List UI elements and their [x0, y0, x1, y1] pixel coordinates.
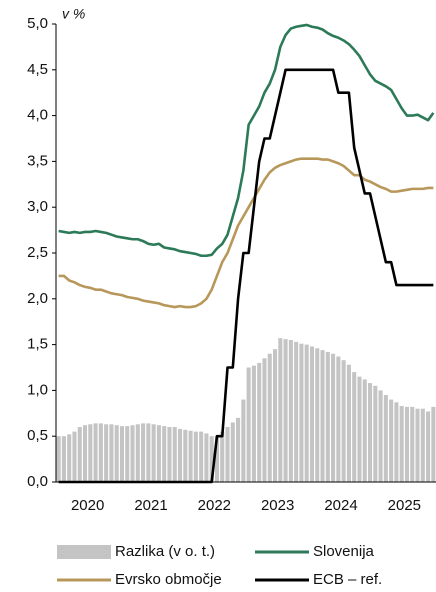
y-tick-label: 0,5 — [27, 427, 48, 444]
bar — [294, 341, 299, 482]
line — [58, 23, 435, 258]
x-tick-label: 2024 — [324, 497, 357, 514]
bar — [389, 399, 394, 482]
line — [58, 157, 434, 309]
bar — [188, 430, 193, 482]
bar — [61, 436, 66, 482]
bar — [367, 383, 373, 482]
bar — [125, 426, 130, 482]
bar — [362, 379, 367, 482]
y-tick-label: 1,5 — [27, 336, 48, 353]
bar — [177, 428, 183, 482]
bar — [98, 423, 103, 482]
x-tick-label: 2021 — [134, 497, 167, 514]
bar — [399, 405, 404, 482]
bar — [225, 427, 230, 482]
bar — [325, 351, 330, 482]
bar — [183, 429, 188, 482]
x-tick-label: 2022 — [198, 497, 231, 514]
y-tick-label: 3,5 — [27, 152, 48, 169]
y-tick-label: 5,0 — [27, 15, 48, 32]
bar — [341, 360, 346, 482]
x-tick-label: 2023 — [261, 497, 294, 514]
bar — [283, 339, 288, 482]
bar — [209, 436, 214, 482]
bar — [162, 426, 167, 482]
bar — [246, 367, 251, 482]
legend-label: Razlika (v o. t.) — [115, 543, 215, 560]
bar — [352, 372, 357, 482]
bar — [236, 417, 241, 482]
bar — [331, 353, 336, 482]
bar — [336, 356, 341, 482]
bar — [167, 427, 172, 482]
y-tick-label: 0,0 — [27, 473, 48, 490]
bar — [88, 424, 93, 482]
bar — [267, 353, 272, 482]
bar — [151, 424, 156, 482]
bar — [278, 338, 283, 482]
bar — [410, 406, 415, 482]
bar — [104, 424, 109, 482]
unit-annotation: v % — [62, 6, 85, 22]
legend-label: Slovenija — [313, 543, 375, 560]
y-tick-label: 1,0 — [27, 381, 48, 398]
bar — [288, 340, 293, 482]
legend-swatch — [57, 545, 111, 559]
x-tick-label: 2025 — [388, 497, 421, 514]
y-tick-label: 4,0 — [27, 107, 48, 124]
bar — [357, 376, 362, 482]
bar — [199, 431, 204, 482]
bar — [130, 425, 135, 482]
bar — [109, 424, 114, 482]
bar — [378, 390, 383, 482]
bar — [77, 427, 82, 482]
bar — [309, 346, 315, 482]
bar — [135, 424, 140, 482]
bar — [146, 423, 151, 482]
bar — [230, 422, 235, 482]
bar — [320, 350, 325, 482]
bar — [93, 423, 98, 482]
bar — [415, 408, 420, 482]
bar — [214, 436, 220, 482]
bar — [304, 344, 309, 482]
bar — [262, 358, 267, 482]
bar — [315, 348, 320, 482]
bar — [299, 343, 304, 482]
bar — [431, 406, 436, 482]
y-tick-label: 2,5 — [27, 244, 48, 261]
bar — [383, 394, 388, 482]
bar — [272, 349, 278, 482]
bar — [420, 408, 425, 482]
bar — [82, 425, 88, 482]
y-tick-label: 2,0 — [27, 290, 48, 307]
bar — [251, 365, 256, 482]
bar — [56, 436, 61, 482]
bar — [220, 431, 225, 482]
bar — [172, 427, 177, 482]
bar — [193, 431, 198, 482]
bar — [67, 434, 72, 482]
bar — [394, 402, 399, 482]
bar — [141, 423, 146, 482]
bar — [404, 406, 410, 482]
bar — [119, 426, 125, 482]
bar — [346, 364, 351, 482]
y-tick-label: 4,5 — [27, 61, 48, 78]
x-tick-label: 2020 — [71, 497, 104, 514]
bar — [257, 362, 262, 482]
legend-label: Evrsko območje — [115, 571, 222, 588]
bar — [241, 399, 246, 482]
bar — [373, 385, 378, 482]
bar — [114, 425, 119, 482]
bar — [72, 431, 77, 482]
y-tick-label: 3,0 — [27, 198, 48, 215]
legend-label: ECB – ref. — [313, 571, 382, 588]
bar — [426, 411, 431, 482]
bar — [156, 425, 161, 482]
bar — [204, 433, 209, 482]
